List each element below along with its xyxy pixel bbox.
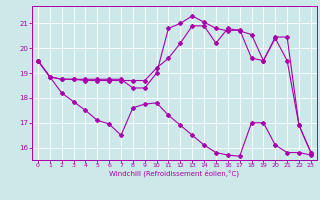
X-axis label: Windchill (Refroidissement éolien,°C): Windchill (Refroidissement éolien,°C) [109,170,239,177]
